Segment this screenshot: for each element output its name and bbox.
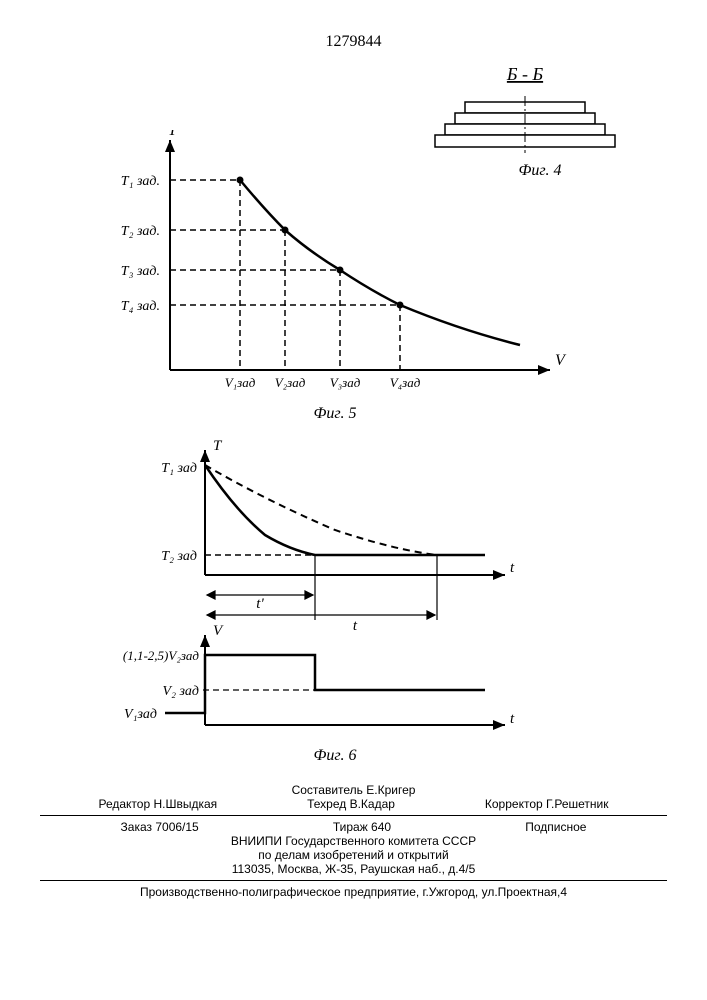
compiler-label: Составитель: [292, 783, 363, 797]
patent-number: 1279844: [0, 33, 707, 51]
fig5-y-arrow: [165, 140, 175, 152]
techred-name: В.Кадар: [350, 797, 395, 811]
fig5-x-arrow: [538, 365, 550, 375]
order-row: Заказ 7006/15 Тираж 640 Подписное: [54, 820, 654, 834]
fig5-curve: [240, 180, 520, 345]
fig5-ytick-3: T₃ зад.: [121, 264, 160, 279]
divider-1: [40, 815, 667, 816]
corrector: Корректор Г.Решетник: [485, 797, 609, 811]
fig6-caption: Фиг. 6: [314, 747, 357, 764]
fig6-bot-step: [165, 655, 485, 713]
fig6-top-solid-curve: [205, 465, 485, 555]
fig5-ytick-2: T₂ зад.: [121, 224, 160, 239]
org2: по делам изобретений и открытий: [0, 848, 707, 862]
fig5-caption: Фиг. 5: [314, 405, 357, 422]
subscription: Подписное: [525, 820, 586, 834]
org1: ВНИИПИ Государственного комитета СССР: [0, 834, 707, 848]
address: 113035, Москва, Ж-35, Раушская наб., д.4…: [0, 862, 707, 876]
fig6-top-dims: [207, 555, 437, 620]
fig5-svg: T V T₁ зад.: [80, 130, 580, 430]
fig6-top-ytick-1: T₁ зад: [161, 461, 197, 476]
compiler-name: Е.Кригер: [366, 783, 415, 797]
fig5-y-label: T: [168, 130, 178, 139]
fig6-top-y-label: T: [213, 440, 223, 454]
fig4-section-label: Б - Б: [506, 64, 544, 84]
corrector-label: Корректор: [485, 797, 543, 811]
credits-row: Редактор Н.Швыдкая Техред В.Кадар Коррек…: [54, 797, 654, 811]
techred-label: Техред: [307, 797, 346, 811]
fig5-xtick-4: V₄зад: [390, 375, 421, 390]
printer: Производственно-полиграфическое предприя…: [0, 885, 707, 899]
divider-2: [40, 880, 667, 881]
fig5-x-label: V: [555, 352, 567, 369]
fig5-points: [237, 177, 404, 309]
fig5-xtick-2: V₂зад: [275, 375, 306, 390]
editor-name: Н.Швыдкая: [153, 797, 217, 811]
fig6-tprime-label: t': [256, 596, 264, 612]
fig5-ytick-1: T₁ зад.: [121, 174, 160, 189]
fig5-references: [170, 180, 400, 370]
editor: Редактор Н.Швыдкая: [98, 797, 217, 811]
fig6-bot-y-label: V: [213, 623, 224, 639]
fig6-bot-y-arrow: [200, 635, 210, 647]
order: Заказ 7006/15: [121, 820, 199, 834]
fig6-bot-ytick-2: V₂ зад: [163, 684, 199, 699]
fig6-top-x-label: t: [510, 560, 515, 576]
tirazh: Тираж 640: [333, 820, 391, 834]
editor-label: Редактор: [98, 797, 150, 811]
fig6-bot-x-label: t: [510, 711, 515, 727]
fig6-top-x-arrow: [493, 570, 505, 580]
fig5-ytick-4: T₄ зад.: [121, 299, 160, 314]
fig6-bot-x-arrow: [493, 720, 505, 730]
fig5-xtick-1: V₁зад: [225, 375, 256, 390]
fig5-xtick-3: V₃зад: [330, 375, 361, 390]
fig6-top-ytick-2: T₂ зад: [161, 549, 197, 564]
fig6-svg: T t T₁ зад T₂ зад t: [60, 440, 580, 800]
fig6-top-y-arrow: [200, 450, 210, 462]
techred: Техред В.Кадар: [307, 797, 395, 811]
footer: Составитель Е.Кригер Редактор Н.Швыдкая …: [0, 783, 707, 899]
corrector-name: Г.Решетник: [546, 797, 609, 811]
compiler-row: Составитель Е.Кригер: [0, 783, 707, 797]
fig6-bot-ytick-1: (1,1-2,5)V₂зад: [123, 648, 200, 663]
page: 1279844 Б - Б Фиг. 4 T V: [0, 0, 707, 1000]
fig6-bot-ytick-3: V₁зад: [124, 707, 157, 722]
fig6-t-label: t: [353, 618, 358, 634]
